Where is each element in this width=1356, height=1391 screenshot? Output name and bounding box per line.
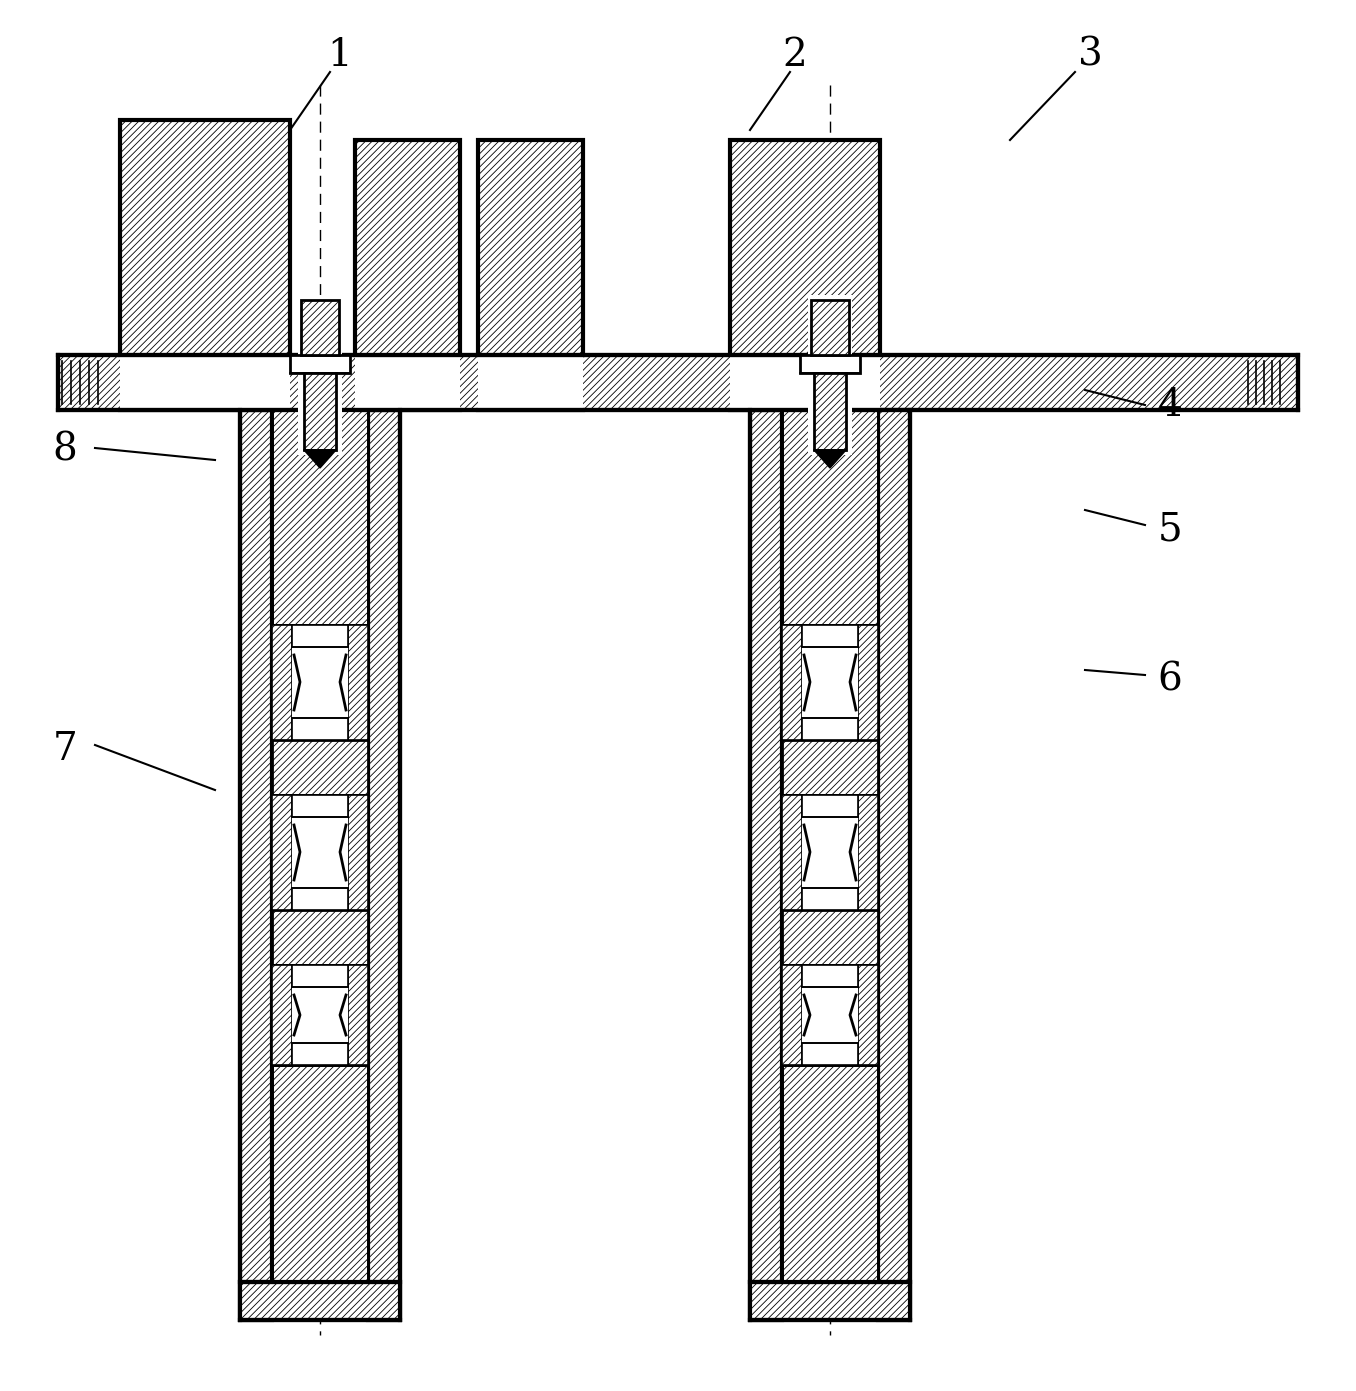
Bar [730, 140, 880, 355]
Bar [782, 625, 801, 740]
Bar [479, 355, 583, 410]
Bar [273, 796, 292, 910]
Bar [801, 647, 858, 718]
Bar [292, 647, 348, 718]
Bar [292, 965, 348, 988]
Bar [292, 817, 348, 887]
Bar [801, 718, 858, 740]
Bar [782, 1066, 877, 1283]
Bar [292, 718, 348, 740]
Bar [273, 740, 367, 796]
Bar [292, 1043, 348, 1066]
Bar [273, 410, 367, 625]
Text: 4: 4 [1158, 387, 1182, 423]
Polygon shape [814, 451, 846, 467]
Bar [877, 410, 910, 1320]
Bar [782, 625, 877, 740]
Bar [811, 300, 849, 355]
Bar [814, 373, 846, 451]
Bar [801, 625, 858, 647]
Bar [367, 410, 400, 1320]
Bar [782, 910, 877, 965]
Bar [273, 910, 367, 965]
Bar [801, 887, 858, 910]
Bar [304, 373, 336, 451]
Bar [119, 120, 290, 355]
Bar [348, 625, 367, 740]
Bar [801, 817, 858, 887]
Bar [298, 295, 342, 455]
Bar [273, 965, 367, 1066]
Text: 1: 1 [328, 36, 353, 74]
Bar [355, 355, 460, 410]
Bar [782, 796, 801, 910]
Bar [750, 410, 782, 1320]
Bar [240, 410, 273, 1320]
Bar [730, 355, 880, 410]
Bar [479, 140, 583, 355]
Bar [801, 988, 858, 1043]
Bar [801, 1043, 858, 1066]
Bar [801, 796, 858, 817]
Bar [782, 965, 877, 1066]
Bar [858, 796, 877, 910]
Text: 7: 7 [53, 732, 77, 768]
Bar [808, 295, 852, 455]
Bar [355, 140, 460, 355]
Text: 5: 5 [1158, 512, 1182, 548]
Bar [292, 887, 348, 910]
Bar [301, 300, 339, 355]
Bar [348, 796, 367, 910]
Text: 8: 8 [53, 431, 77, 469]
Text: 6: 6 [1158, 662, 1182, 698]
Bar [782, 796, 877, 910]
Bar [240, 1283, 400, 1320]
Bar [292, 988, 348, 1043]
Bar [273, 625, 367, 740]
Text: 3: 3 [1078, 36, 1102, 74]
Bar [273, 1066, 367, 1283]
Bar [290, 355, 350, 373]
Bar [58, 355, 1298, 410]
Bar [750, 1283, 910, 1320]
Bar [119, 355, 290, 410]
Bar [858, 965, 877, 1066]
Text: 2: 2 [782, 36, 807, 74]
Bar [273, 625, 292, 740]
Bar [292, 796, 348, 817]
Bar [782, 965, 801, 1066]
Bar [800, 355, 860, 373]
Bar [273, 965, 292, 1066]
Polygon shape [304, 451, 336, 467]
Bar [801, 965, 858, 988]
Bar [858, 625, 877, 740]
Bar [782, 740, 877, 796]
Bar [292, 625, 348, 647]
Bar [348, 965, 367, 1066]
Bar [273, 796, 367, 910]
Bar [782, 410, 877, 625]
